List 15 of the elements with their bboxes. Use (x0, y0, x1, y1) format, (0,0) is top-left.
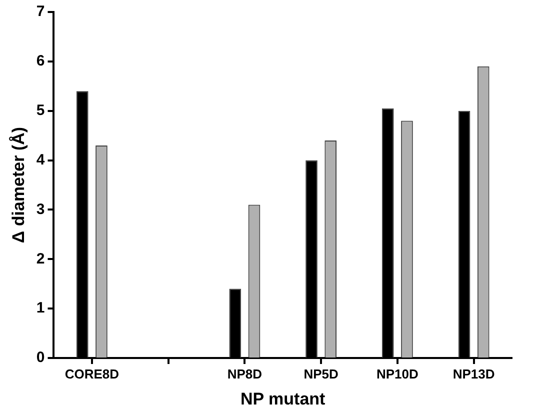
y-tick-label: 4 (36, 151, 46, 168)
y-tick-label: 0 (36, 349, 45, 366)
x-tick-label: NP13D (452, 366, 495, 382)
x-tick-label: NP10D (376, 366, 418, 382)
x-axis-title: NP mutant (240, 389, 326, 408)
y-tick-label: 2 (36, 250, 45, 268)
y-tick-label: 6 (36, 52, 45, 70)
y-tick-label: 3 (36, 200, 45, 218)
y-tick-label: 5 (36, 102, 45, 119)
x-tick-label: NP5D (304, 366, 338, 382)
x-tick-label: CORE8D (64, 366, 120, 382)
x-tick-label: NP8D (227, 366, 262, 382)
y-tick-label: 7 (36, 3, 45, 20)
y-tick-label: 1 (36, 300, 45, 317)
y-axis-title: Δ diameter (Å) (8, 126, 28, 244)
